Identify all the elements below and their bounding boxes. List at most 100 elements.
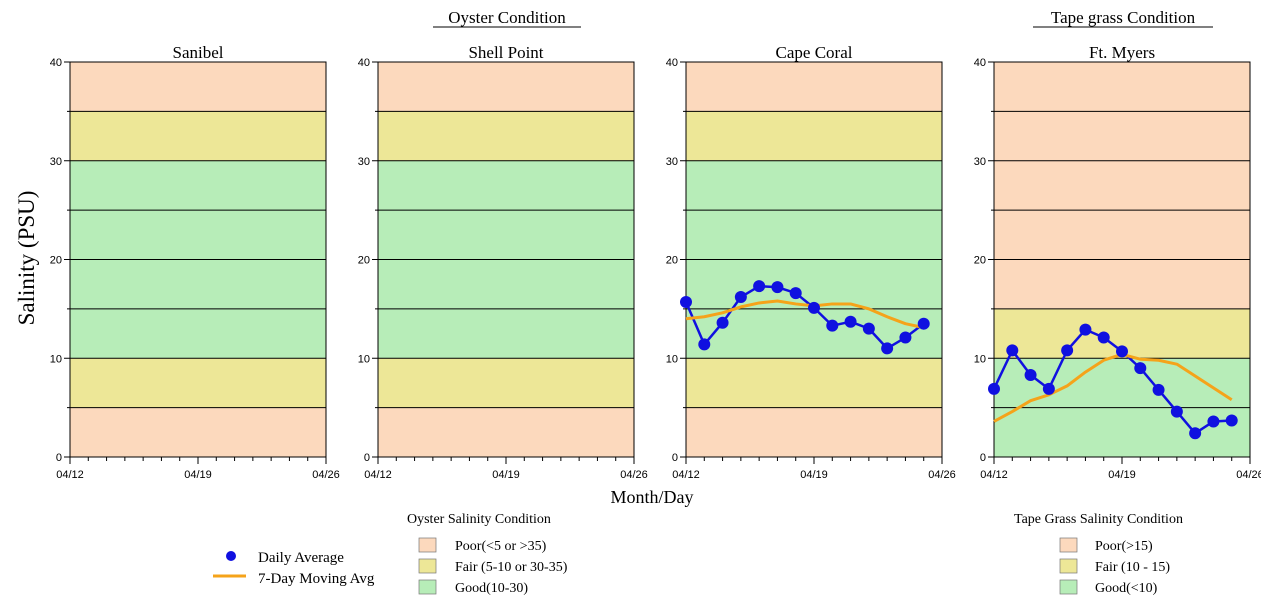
legend-daily-marker — [226, 551, 236, 561]
shell-point-y-tick-label: 30 — [358, 156, 370, 168]
ft-myers-daily-point — [1042, 382, 1055, 395]
ft-myers-daily-point — [988, 382, 1000, 395]
ft-myers-daily-point — [1097, 331, 1110, 344]
shell-point-zone-poor — [378, 407, 634, 457]
sanibel-y-tick-label: 40 — [50, 57, 62, 69]
tapegrass-legend-swatch-fair — [1059, 558, 1078, 574]
oyster-condition-title: Oyster Condition — [448, 8, 566, 27]
ft-myers-7-day-moving-avg-line — [993, 352, 1233, 423]
sanibel-x-tick-label: 04/19 — [184, 469, 212, 481]
oyster-legend-swatch-good — [418, 579, 437, 595]
cape-coral-y-tick-label: 10 — [666, 353, 678, 365]
cape-coral-x-tick-label: 04/12 — [672, 469, 700, 481]
ft-myers-daily-point — [1079, 323, 1092, 336]
oyster-legend-title: Oyster Salinity Condition — [407, 512, 551, 527]
sanibel-x-tick-label: 04/26 — [312, 469, 340, 481]
shell-point-y-tick-label: 40 — [358, 57, 370, 69]
ft-myers-daily-point — [1152, 383, 1165, 396]
ft-myers-y-tick-label: 40 — [974, 57, 986, 69]
legend-moving-label: 7-Day Moving Avg — [258, 571, 375, 587]
cape-coral-daily-point — [808, 301, 820, 314]
shell-point-x-tick-label: 04/12 — [364, 469, 392, 481]
shell-point-zone-fair — [378, 111, 634, 161]
oyster-legend-label-good: Good(10-30) — [455, 581, 528, 596]
tapegrass-legend-swatch-good — [1059, 579, 1078, 595]
ft-myers-x-tick-label: 04/19 — [1108, 469, 1136, 481]
shell-point-y-tick-label: 20 — [358, 255, 370, 267]
shell-point-zone-fair — [378, 358, 634, 408]
ft-myers-daily-point — [1116, 345, 1128, 358]
cape-coral-y-tick-label: 40 — [666, 57, 678, 69]
cape-coral-daily-point — [917, 317, 930, 330]
series-legend: Daily Average 7-Day Moving Avg — [213, 550, 375, 587]
shell-point-panel-title: Shell Point — [468, 43, 543, 62]
ft-myers-y-tick-label: 20 — [974, 255, 986, 267]
cape-coral-panel-title: Cape Coral — [776, 43, 853, 62]
ft-myers-y-tick-label: 30 — [974, 156, 986, 168]
sanibel-y-tick-label: 20 — [50, 255, 62, 267]
ft-myers-zone-poor — [994, 62, 1250, 309]
sanibel-y-tick-label: 10 — [50, 353, 62, 365]
cape-coral-daily-point — [881, 342, 894, 355]
cape-coral-zone-poor — [686, 62, 942, 112]
cape-coral-daily-point — [862, 322, 875, 335]
cape-coral-daily-point — [698, 338, 711, 351]
tapegrass-legend-title: Tape Grass Salinity Condition — [1014, 512, 1183, 527]
cape-coral-x-tick-label: 04/26 — [928, 469, 956, 481]
tapegrass-legend-label-good: Good(<10) — [1095, 581, 1158, 596]
sanibel-zone-poor — [70, 407, 326, 457]
ft-myers-daily-point — [1225, 414, 1238, 427]
sanibel-panel-title: Sanibel — [173, 43, 224, 62]
ft-myers-x-tick-label: 04/26 — [1236, 469, 1261, 481]
tapegrass-legend-label-fair: Fair (10 - 15) — [1095, 560, 1170, 575]
cape-coral-y-tick-label: 30 — [666, 156, 678, 168]
chart-panels: Sanibel 0 10 20 30 40 04/12 04/19 04/26 Shell Poi… — [50, 43, 1261, 481]
ft-myers-daily-point — [1061, 344, 1074, 357]
oyster-legend-label-fair: Fair (5-10 or 30-35) — [455, 560, 568, 575]
y-axis-title: Salinity (PSU) — [14, 191, 39, 326]
cape-coral-7-day-moving-avg-line — [685, 299, 925, 330]
cape-coral-daily-point — [680, 295, 692, 308]
cape-coral-daily-point — [899, 331, 912, 344]
ft-myers-y-tick-label: 10 — [974, 353, 986, 365]
ft-myers-y-tick-label: 0 — [980, 452, 986, 464]
oyster-legend-label-poor: Poor(<5 or >35) — [455, 539, 547, 554]
oyster-legend-swatch-fair — [418, 558, 437, 574]
ft-myers-daily-point — [1170, 405, 1183, 418]
cape-coral-daily-point — [789, 287, 802, 300]
ft-myers-daily-point — [1189, 427, 1202, 440]
tapegrass-legend-label-poor: Poor(>15) — [1095, 539, 1153, 554]
cape-coral-zone-poor — [686, 407, 942, 457]
sanibel-x-tick-label: 04/12 — [56, 469, 84, 481]
cape-coral-daily-point — [753, 280, 766, 293]
cape-coral-x-tick-label: 04/19 — [800, 469, 828, 481]
sanibel-zone-poor — [70, 62, 326, 112]
tapegrass-legend-swatch-poor — [1059, 537, 1078, 553]
ft-myers-daily-point — [1134, 362, 1147, 375]
cape-coral-zone-fair — [686, 111, 942, 161]
sanibel-zone-fair — [70, 111, 326, 161]
cape-coral-daily-point — [771, 281, 784, 294]
shell-point-y-tick-label: 0 — [364, 452, 370, 464]
sanibel-y-tick-label: 30 — [50, 156, 62, 168]
oyster-legend-swatch-poor — [418, 537, 437, 553]
ft-myers-daily-point — [1006, 344, 1019, 357]
cape-coral-daily-point — [844, 315, 857, 328]
x-axis-title: Month/Day — [611, 487, 694, 507]
ft-myers-daily-point — [1207, 415, 1220, 428]
ft-myers-panel-title: Ft. Myers — [1089, 43, 1155, 62]
shell-point-x-tick-label: 04/19 — [492, 469, 520, 481]
cape-coral-daily-point — [734, 291, 747, 304]
cape-coral-daily-point — [716, 316, 729, 329]
shell-point-y-tick-label: 10 — [358, 353, 370, 365]
shell-point-x-tick-label: 04/26 — [620, 469, 648, 481]
tapegrass-legend: Tape Grass Salinity Condition Poor(>15) … — [1014, 512, 1183, 596]
shell-point-zone-poor — [378, 62, 634, 112]
ft-myers-daily-point — [1024, 369, 1037, 382]
cape-coral-daily-point — [826, 319, 839, 332]
sanibel-zone-fair — [70, 358, 326, 408]
cape-coral-y-tick-label: 20 — [666, 255, 678, 267]
legend-daily-label: Daily Average — [258, 550, 344, 566]
oyster-legend: Oyster Salinity Condition Poor(<5 or >35… — [407, 512, 568, 596]
